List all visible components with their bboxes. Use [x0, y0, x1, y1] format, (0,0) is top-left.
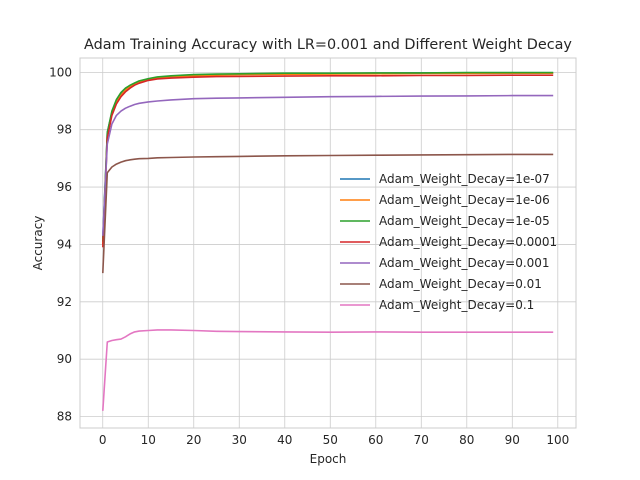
y-tick-label: 96 [57, 180, 72, 194]
plot-area [79, 57, 577, 429]
y-tick-label: 88 [57, 410, 72, 424]
x-tick-label: 20 [186, 433, 201, 447]
x-axis-label: Epoch [310, 452, 347, 466]
legend: Adam_Weight_Decay=1e-07 Adam_Weight_Decay… [340, 172, 557, 312]
series-group [102, 71, 554, 411]
series-line-7 [102, 329, 554, 411]
legend-label: Adam_Weight_Decay=0.001 [379, 256, 550, 270]
x-tick-label: 40 [277, 433, 292, 447]
y-tick-label: 90 [57, 352, 72, 366]
x-tick-label: 0 [99, 433, 107, 447]
y-tick-label: 92 [57, 295, 72, 309]
grid [80, 58, 576, 428]
series-line-5 [102, 94, 554, 236]
legend-label: Adam_Weight_Decay=1e-07 [379, 172, 550, 186]
y-tick-label: 100 [49, 65, 72, 79]
series-line-4 [102, 74, 554, 248]
legend-label: Adam_Weight_Decay=0.1 [379, 298, 534, 312]
y-tick-label: 94 [57, 237, 72, 251]
legend-label: Adam_Weight_Decay=0.01 [379, 277, 542, 291]
x-tick-label: 10 [141, 433, 156, 447]
legend-label: Adam_Weight_Decay=1e-05 [379, 214, 550, 228]
legend-label: Adam_Weight_Decay=0.0001 [379, 235, 557, 249]
x-tick-label: 90 [505, 433, 520, 447]
x-tick-label: 50 [323, 433, 338, 447]
x-tick-label: 100 [546, 433, 569, 447]
y-axis: 88 90 92 94 96 98 100 [49, 65, 72, 423]
y-tick-label: 98 [57, 123, 72, 137]
x-tick-label: 30 [232, 433, 247, 447]
chart-title: Adam Training Accuracy with LR=0.001 and… [84, 37, 572, 53]
x-tick-label: 70 [414, 433, 429, 447]
y-axis-label: Accuracy [31, 216, 45, 271]
legend-label: Adam_Weight_Decay=1e-06 [379, 193, 550, 207]
x-tick-label: 60 [368, 433, 383, 447]
x-tick-label: 80 [459, 433, 474, 447]
series-line-3 [102, 71, 554, 242]
x-axis: 0 10 20 30 40 50 60 70 80 90 100 [99, 433, 569, 447]
series-line-6 [102, 153, 554, 274]
